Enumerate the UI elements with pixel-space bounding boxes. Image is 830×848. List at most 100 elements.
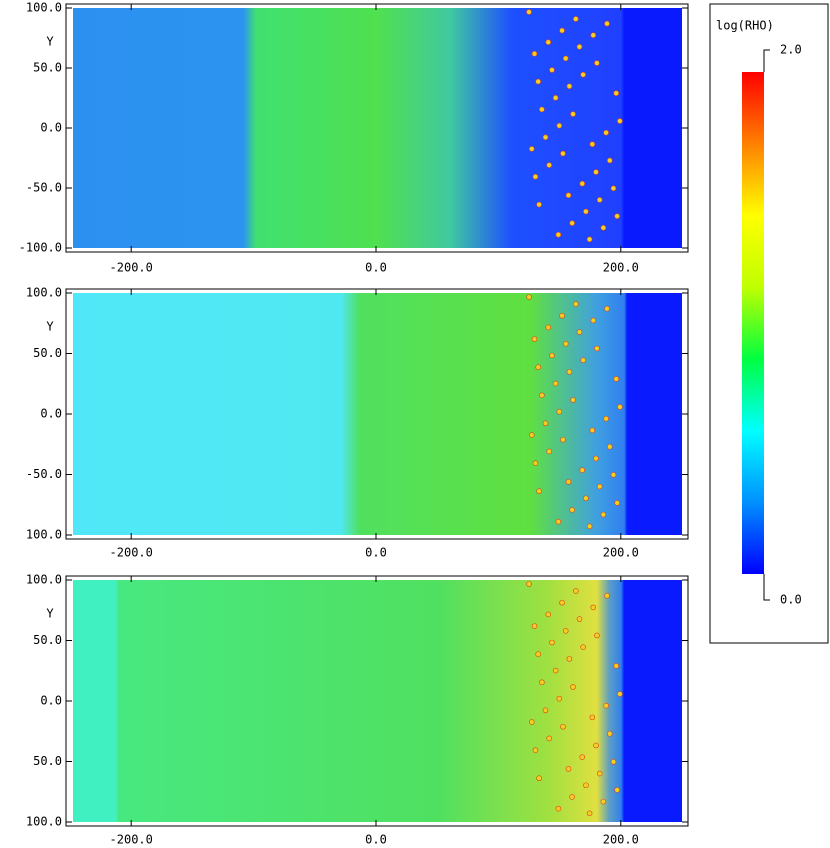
y-tick-label: -50.0 (26, 467, 62, 481)
y-tick-label: 0.0 (40, 407, 62, 421)
clump (579, 467, 586, 473)
clump (539, 392, 545, 399)
clump (583, 208, 589, 215)
clump (542, 420, 549, 427)
x-tick-label: 0.0 (365, 261, 387, 275)
clump (545, 39, 552, 45)
clump (590, 32, 597, 39)
clump (569, 507, 575, 513)
clump (603, 415, 609, 422)
clump (528, 719, 535, 725)
clump (555, 518, 562, 525)
y-tick-label: -50.0 (26, 181, 62, 195)
x-tick-label: -200.0 (110, 833, 153, 847)
clump (600, 511, 607, 518)
clump (566, 656, 573, 662)
clump (570, 684, 576, 690)
clump (593, 742, 599, 749)
colorbar-tick-label: 0.0 (780, 593, 802, 607)
clump (576, 329, 583, 335)
clump (546, 448, 552, 455)
clump (590, 317, 597, 324)
clump (526, 294, 532, 300)
clump (570, 397, 576, 403)
clump (594, 60, 600, 66)
clump (586, 236, 593, 243)
y-axis-label: Y (46, 35, 54, 49)
clump (536, 775, 542, 782)
clump (580, 357, 586, 363)
clump (535, 651, 541, 658)
clump (528, 432, 535, 438)
y-tick-label: 0.0 (40, 121, 62, 135)
clump (600, 798, 607, 805)
colorbar (742, 72, 764, 574)
clump (594, 632, 600, 639)
clump (535, 78, 541, 85)
y-tick-label: 50.0 (33, 346, 62, 360)
clump (565, 479, 572, 485)
field-image (73, 580, 682, 822)
clump (546, 162, 552, 168)
clump (613, 90, 620, 96)
clump (549, 67, 555, 73)
colorbar-tick-label: 2.0 (780, 43, 802, 57)
clump (583, 782, 589, 789)
clump (565, 192, 572, 199)
clump (610, 472, 617, 478)
clump (531, 50, 538, 57)
colorbar-label: log(RHO) (716, 19, 774, 33)
x-tick-label: -200.0 (110, 546, 153, 560)
clump (526, 581, 532, 587)
clump (593, 169, 599, 175)
y-tick-label: 100.0 (26, 528, 62, 542)
clump (570, 111, 576, 117)
clump (604, 592, 610, 599)
clump (528, 146, 535, 152)
clump (589, 427, 596, 434)
colorbar-tick (763, 574, 770, 601)
clump (546, 735, 552, 742)
clump (560, 723, 566, 730)
clump (596, 770, 603, 777)
y-tick-label: 50.0 (33, 633, 62, 647)
clump (545, 611, 552, 618)
clump (562, 340, 569, 347)
clump (613, 663, 620, 669)
clump (617, 404, 623, 410)
clump (555, 231, 562, 238)
y-tick-label: 100.0 (26, 286, 62, 300)
clump (583, 495, 589, 502)
y-tick-label: 0.0 (40, 694, 62, 708)
clump (526, 9, 532, 15)
clump (559, 312, 565, 319)
clump (542, 707, 549, 714)
x-tick-label: 200.0 (603, 261, 639, 275)
clump (556, 122, 563, 129)
clump (545, 324, 552, 331)
clump (556, 695, 563, 702)
y-axis-label: Y (46, 320, 54, 334)
clump (579, 754, 586, 760)
clump (536, 201, 542, 208)
clump (556, 408, 563, 415)
clump (586, 810, 593, 817)
clump (560, 436, 566, 443)
x-tick-label: -200.0 (110, 261, 153, 275)
clump (560, 150, 566, 157)
colorbar-frame (709, 3, 829, 644)
x-tick-label: 200.0 (603, 833, 639, 847)
clump (614, 500, 620, 506)
clump (539, 679, 545, 686)
clump (549, 352, 555, 359)
clump (542, 134, 549, 141)
clump (569, 794, 575, 800)
clump (603, 129, 609, 136)
y-tick-label: 100.0 (26, 573, 62, 587)
clump (531, 623, 538, 629)
clump (606, 157, 613, 164)
clump (617, 691, 623, 697)
clump (549, 639, 555, 646)
clump (532, 173, 539, 180)
